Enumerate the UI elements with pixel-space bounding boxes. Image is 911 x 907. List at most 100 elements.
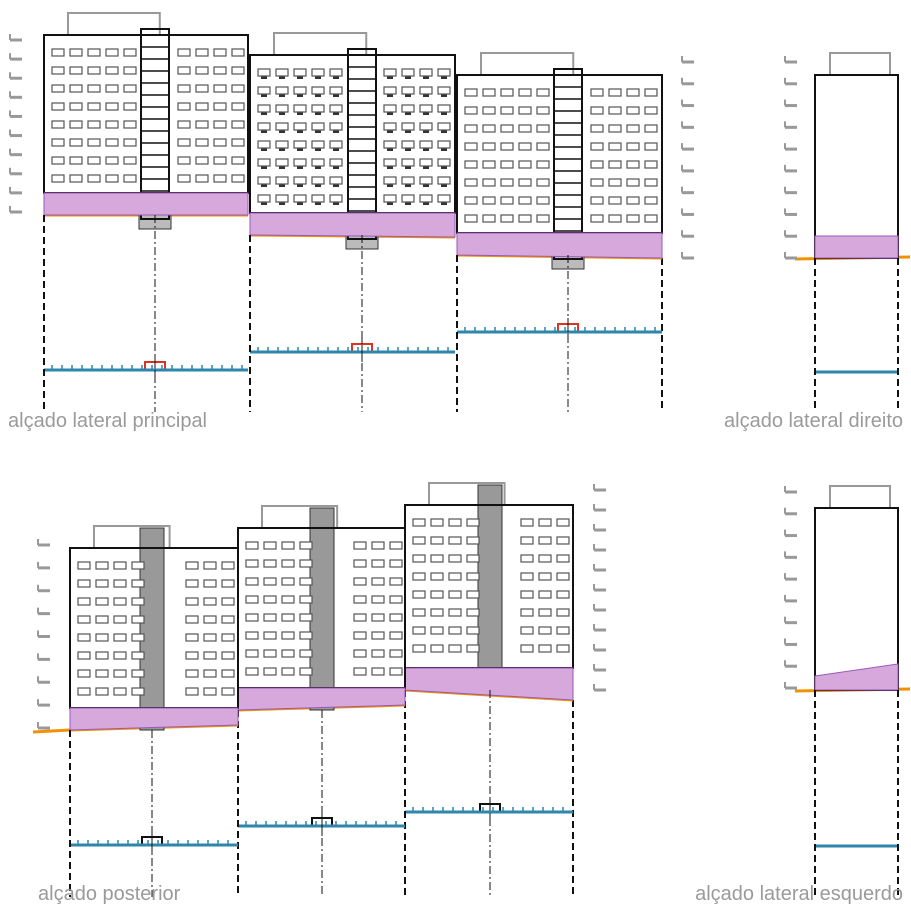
window — [106, 103, 118, 110]
window — [467, 645, 479, 652]
window — [88, 157, 100, 164]
window — [467, 627, 479, 634]
window — [645, 215, 657, 222]
window — [438, 141, 450, 148]
window — [204, 652, 216, 659]
window — [300, 668, 312, 675]
window — [420, 195, 432, 202]
window — [276, 105, 288, 112]
window — [264, 578, 276, 585]
window — [106, 49, 118, 56]
window — [557, 573, 569, 580]
window — [609, 89, 621, 96]
window — [282, 596, 294, 603]
window — [465, 161, 477, 168]
window — [282, 578, 294, 585]
window — [390, 650, 402, 657]
window — [501, 161, 513, 168]
window — [106, 139, 118, 146]
window — [390, 668, 402, 675]
window — [114, 652, 126, 659]
window — [413, 645, 425, 652]
window — [627, 197, 639, 204]
window — [282, 560, 294, 567]
window — [246, 614, 258, 621]
window — [124, 139, 136, 146]
window — [449, 537, 461, 544]
window — [282, 650, 294, 657]
window — [519, 107, 531, 114]
window — [246, 578, 258, 585]
window — [384, 141, 396, 148]
window — [384, 123, 396, 130]
window — [402, 195, 414, 202]
window — [465, 89, 477, 96]
window — [431, 591, 443, 598]
window — [483, 179, 495, 186]
window — [264, 632, 276, 639]
window — [627, 125, 639, 132]
window — [70, 103, 82, 110]
window — [413, 537, 425, 544]
window — [519, 143, 531, 150]
window — [186, 562, 198, 569]
window — [246, 632, 258, 639]
window — [258, 159, 270, 166]
window — [312, 105, 324, 112]
window — [124, 85, 136, 92]
window — [204, 688, 216, 695]
drawing-label: alçado lateral direito — [724, 410, 903, 432]
window — [591, 161, 603, 168]
window — [465, 125, 477, 132]
window — [232, 175, 244, 182]
window — [70, 85, 82, 92]
window — [276, 69, 288, 76]
window — [465, 197, 477, 204]
window — [420, 123, 432, 130]
facade — [815, 75, 898, 258]
window — [330, 123, 342, 130]
window — [354, 596, 366, 603]
window — [132, 652, 144, 659]
window — [521, 645, 533, 652]
window — [204, 598, 216, 605]
window — [232, 67, 244, 74]
window — [591, 89, 603, 96]
window — [294, 159, 306, 166]
window — [413, 519, 425, 526]
window — [114, 670, 126, 677]
window — [196, 103, 208, 110]
window — [465, 143, 477, 150]
window — [330, 177, 342, 184]
window — [214, 139, 226, 146]
drawing-label: alçado posterior — [38, 883, 181, 905]
window — [501, 215, 513, 222]
window — [264, 668, 276, 675]
window — [78, 580, 90, 587]
window — [501, 179, 513, 186]
window — [372, 614, 384, 621]
window — [264, 596, 276, 603]
window — [609, 179, 621, 186]
window — [521, 555, 533, 562]
window — [591, 179, 603, 186]
window — [222, 580, 234, 587]
window — [196, 175, 208, 182]
window — [186, 652, 198, 659]
window — [78, 598, 90, 605]
window — [178, 157, 190, 164]
window — [467, 537, 479, 544]
window — [214, 49, 226, 56]
window — [390, 542, 402, 549]
window — [591, 215, 603, 222]
window — [282, 614, 294, 621]
window — [390, 632, 402, 639]
window — [467, 591, 479, 598]
roof — [481, 53, 573, 75]
window — [70, 139, 82, 146]
window — [402, 87, 414, 94]
window — [354, 650, 366, 657]
window — [232, 157, 244, 164]
window — [186, 688, 198, 695]
window — [52, 121, 64, 128]
